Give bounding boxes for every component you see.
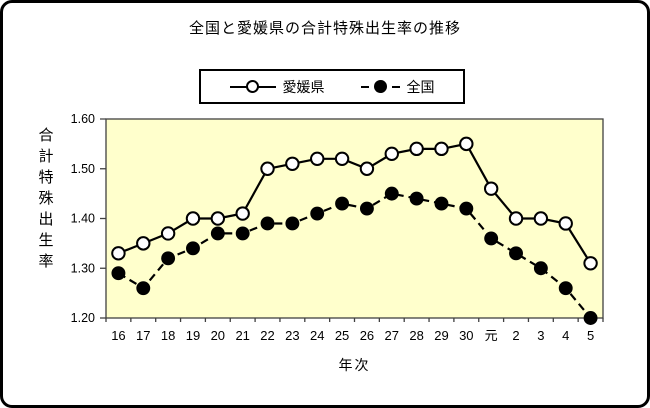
data-point-ehime-3 [533, 211, 549, 226]
y-axis-tick-label: 1.40 [71, 212, 95, 226]
x-axis-tick-label: 28 [409, 328, 423, 343]
legend-item-zenkoku: 全国 [360, 77, 435, 97]
data-point-zenkoku-24 [310, 206, 325, 221]
legend-item-ehime: 愛媛県 [229, 77, 325, 97]
data-point-zenkoku-2 [509, 246, 523, 261]
data-point-zenkoku-5 [583, 311, 598, 325]
data-point-zenkoku-16 [111, 266, 126, 281]
data-point-zenkoku-30 [459, 201, 474, 216]
y-axis-tick-label: 1.30 [71, 261, 95, 275]
x-axis-tick-label: 4 [562, 328, 569, 343]
data-point-ehime-29 [434, 141, 449, 157]
data-point-zenkoku-26 [359, 201, 374, 216]
data-point-ehime-24 [310, 151, 325, 167]
x-axis-tick-label: 25 [335, 328, 349, 343]
data-point-zenkoku-元 [484, 231, 499, 246]
data-point-ehime-5 [583, 256, 598, 271]
chart-title: 全国と愛媛県の合計特殊出生率の推移 [188, 20, 461, 37]
x-axis-tick-label: 21 [235, 328, 249, 343]
data-point-ehime-16 [111, 246, 126, 261]
data-point-zenkoku-4 [558, 281, 573, 296]
x-axis-title: 年次 [338, 357, 371, 373]
data-point-ehime-元 [483, 181, 499, 196]
x-axis-tick-label: 2 [512, 328, 519, 343]
data-point-zenkoku-23 [285, 216, 300, 231]
data-point-ehime-26 [359, 161, 375, 176]
x-axis-tick-label: 元 [485, 328, 498, 343]
open-circle-icon [245, 79, 259, 93]
y-axis-tick-label: 1.60 [71, 112, 95, 126]
data-point-zenkoku-29 [434, 196, 449, 211]
dashed-line-filled-circle-marker [360, 80, 400, 93]
data-point-ehime-21 [235, 206, 250, 221]
x-axis-tick-label: 20 [211, 328, 225, 343]
solid-line-open-circle-marker [229, 79, 276, 94]
data-point-zenkoku-25 [335, 196, 350, 211]
data-point-ehime-28 [409, 141, 424, 157]
legend-label-zenkoku: 全国 [406, 78, 435, 95]
x-axis-tick-label: 17 [136, 328, 150, 343]
data-point-zenkoku-19 [186, 241, 200, 256]
data-point-ehime-4 [558, 216, 573, 231]
x-axis-tick-label: 24 [310, 328, 324, 343]
data-point-ehime-30 [459, 136, 474, 152]
data-point-zenkoku-3 [533, 261, 548, 276]
x-axis-tick-label: 23 [285, 328, 299, 343]
x-axis-tick-label: 19 [186, 328, 200, 343]
x-axis-tick-label: 29 [434, 328, 448, 343]
data-point-zenkoku-18 [161, 251, 176, 266]
x-axis-tick-label: 30 [459, 328, 473, 343]
data-point-ehime-18 [160, 226, 176, 241]
x-axis-tick-label: 22 [260, 328, 274, 343]
legend-label-ehime: 愛媛県 [282, 78, 325, 95]
y-axis-title: 合 計 特 殊 出 生 率 [38, 127, 54, 270]
data-point-zenkoku-22 [260, 216, 275, 231]
data-point-ehime-22 [260, 161, 275, 176]
filled-circle-icon [373, 80, 387, 93]
x-axis-tick-label: 3 [537, 328, 544, 343]
legend-box: 愛媛県 全国 [199, 69, 465, 104]
data-point-zenkoku-28 [409, 191, 424, 206]
data-point-zenkoku-17 [136, 281, 151, 296]
x-axis-tick-label: 16 [111, 328, 125, 343]
data-point-zenkoku-21 [235, 226, 250, 241]
x-axis-tick-label: 26 [360, 328, 374, 343]
x-axis-tick-label: 18 [161, 328, 175, 343]
data-point-zenkoku-20 [210, 226, 225, 241]
data-point-ehime-20 [210, 211, 226, 226]
y-axis-tick-label: 1.20 [71, 311, 95, 325]
x-axis-tick-label: 5 [587, 328, 594, 343]
data-point-ehime-2 [508, 211, 524, 226]
data-point-ehime-27 [384, 146, 399, 162]
data-point-ehime-25 [334, 151, 350, 167]
data-point-ehime-17 [136, 236, 151, 251]
y-axis-tick-label: 1.50 [71, 162, 95, 176]
data-point-ehime-19 [185, 211, 201, 226]
data-point-ehime-23 [285, 156, 300, 171]
x-axis-tick-label: 27 [385, 328, 399, 343]
data-point-zenkoku-27 [384, 186, 399, 201]
